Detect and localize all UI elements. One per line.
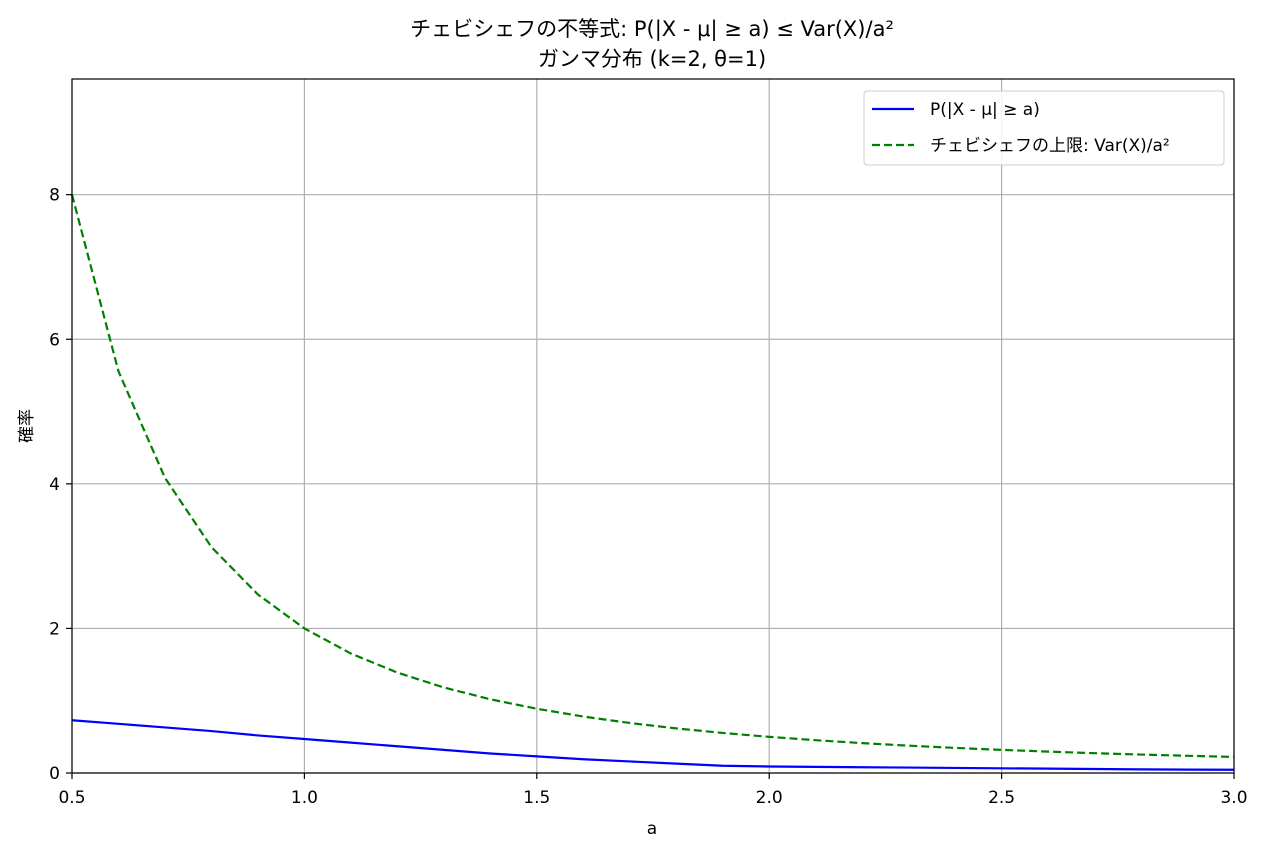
legend-label-chebyshev: チェビシェフの上限: Var(X)/a²	[930, 136, 1170, 156]
chart-subtitle: ガンマ分布 (k=2, θ=1)	[538, 47, 766, 71]
y-tick-label: 6	[49, 330, 60, 350]
x-axis-label: a	[647, 819, 657, 839]
x-tick-label: 1.0	[291, 788, 318, 808]
legend-box	[863, 90, 1225, 166]
chebyshev-bound-series-line	[70, 194, 1235, 759]
grid-lines	[71, 79, 1235, 774]
x-tick-label: 2.5	[988, 788, 1015, 808]
y-tick-label: 8	[49, 186, 60, 206]
legend-label-probability: P(|X - μ| ≥ a)	[930, 100, 1040, 120]
x-tick-label: 3.0	[1220, 788, 1247, 808]
plot-lines	[70, 194, 1235, 771]
y-axis-label: 確率	[17, 409, 37, 443]
x-tick-label: 2.0	[756, 788, 783, 808]
x-tick-label: 0.5	[58, 788, 85, 808]
y-tick-label: 2	[49, 619, 60, 639]
axis-ticks: 0.5 1.0 1.5 2.0 2.5 3.0 0 2 4 6 8	[49, 186, 1247, 808]
probability-series-line	[71, 719, 1235, 771]
y-tick-label: 0	[49, 764, 60, 784]
chart-title: チェビシェフの不等式: P(|X - μ| ≥ a) ≤ Var(X)/a²	[410, 17, 894, 42]
y-tick-label: 4	[49, 475, 60, 495]
legend: P(|X - μ| ≥ a) チェビシェフの上限: Var(X)/a²	[863, 90, 1225, 166]
x-tick-label: 1.5	[523, 788, 550, 808]
plot-frame	[71, 78, 1235, 774]
